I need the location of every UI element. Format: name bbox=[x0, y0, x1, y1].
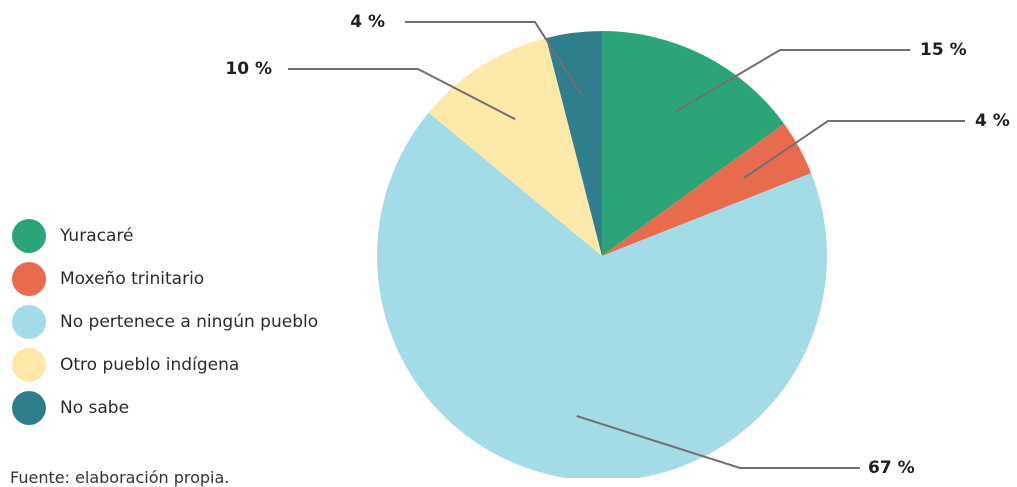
slice-value-label: 4 % bbox=[975, 111, 1010, 131]
legend: Yuracaré Moxeño trinitario No pertenece … bbox=[12, 214, 318, 429]
pie-slice bbox=[602, 123, 812, 256]
leader-line bbox=[743, 120, 965, 179]
pie-slice bbox=[377, 112, 827, 478]
slice-value-label: 4 % bbox=[350, 12, 385, 32]
legend-swatch bbox=[12, 218, 46, 253]
slice-value-label: 15 % bbox=[920, 40, 967, 60]
legend-label: Moxeño trinitario bbox=[60, 268, 205, 289]
legend-label: Yuracaré bbox=[60, 225, 134, 246]
legend-label: No pertenece a ningún pueblo bbox=[60, 311, 319, 332]
legend-item-moxeno-trinitario: Moxeño trinitario bbox=[12, 257, 318, 300]
pie-slice bbox=[428, 38, 602, 256]
legend-item-otro-pueblo: Otro pueblo indígena bbox=[12, 343, 318, 386]
legend-item-yuracare: Yuracaré bbox=[12, 214, 318, 257]
legend-item-no-pertenece: No pertenece a ningún pueblo bbox=[12, 300, 318, 343]
leader-line bbox=[674, 49, 910, 113]
leader-line bbox=[288, 68, 516, 121]
legend-swatch bbox=[12, 347, 46, 382]
legend-swatch bbox=[12, 261, 46, 296]
legend-item-no-sabe: No sabe bbox=[12, 386, 318, 429]
legend-swatch bbox=[12, 390, 46, 425]
pie-slice bbox=[602, 31, 785, 256]
legend-swatch bbox=[12, 304, 46, 339]
legend-label: Otro pueblo indígena bbox=[60, 354, 240, 375]
pie-slice bbox=[546, 31, 602, 256]
slice-value-label: 10 % bbox=[225, 59, 272, 79]
slice-value-label: 67 % bbox=[868, 458, 915, 478]
leader-line bbox=[405, 21, 583, 96]
leader-line bbox=[576, 415, 860, 469]
legend-label: No sabe bbox=[60, 397, 130, 418]
